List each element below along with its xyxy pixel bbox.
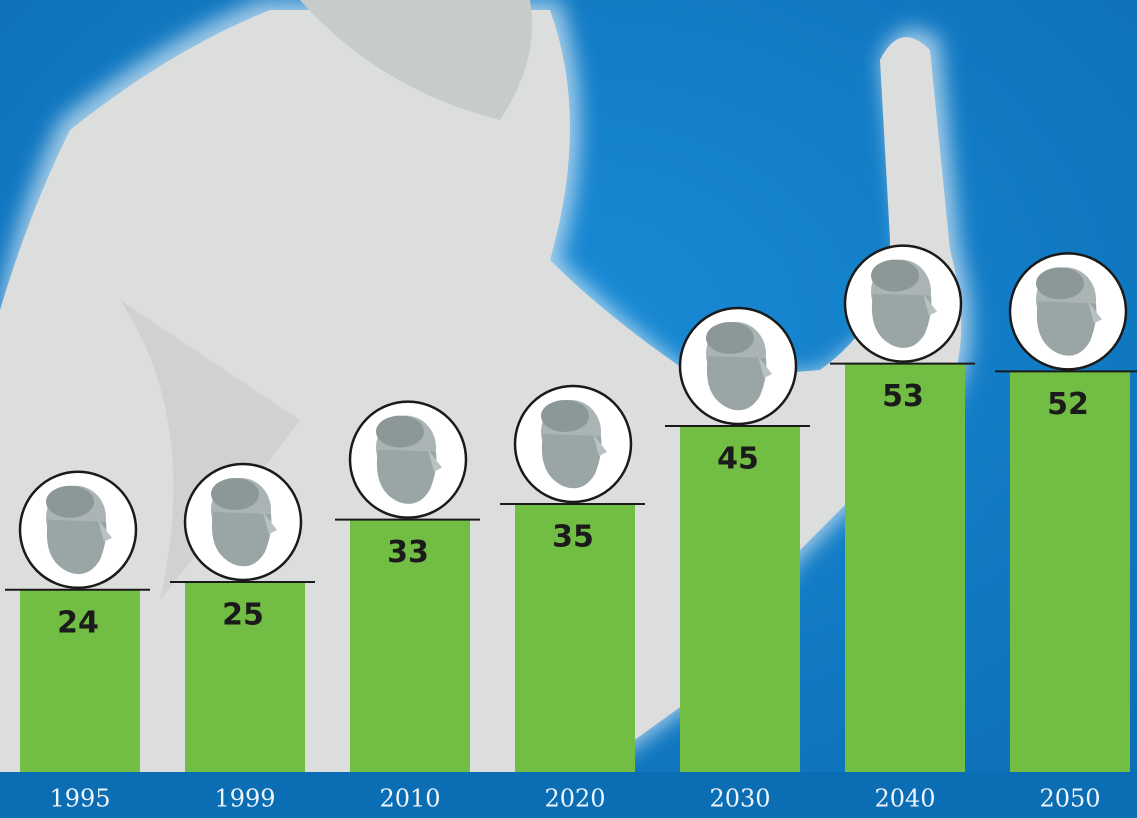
value-label: 35 xyxy=(552,520,594,555)
value-label: 25 xyxy=(222,598,264,633)
x-tick-label: 2040 xyxy=(874,785,935,813)
x-tick-label: 2050 xyxy=(1039,785,1100,813)
bar xyxy=(1010,371,1130,772)
x-tick-label: 2010 xyxy=(379,785,440,813)
x-tick-label: 2020 xyxy=(544,785,605,813)
value-label: 52 xyxy=(1047,387,1089,422)
x-tick-label: 1999 xyxy=(214,785,275,813)
value-label: 53 xyxy=(882,379,924,414)
bar xyxy=(680,426,800,772)
value-label: 24 xyxy=(57,605,99,640)
bar xyxy=(845,364,965,772)
value-label: 33 xyxy=(387,535,429,570)
x-tick-label: 1995 xyxy=(49,785,110,813)
value-label: 45 xyxy=(717,442,759,477)
chart: 24 1995 25 1999 33 2010 35 2020 45 2030 53 2040 52 20… xyxy=(0,0,1137,818)
x-tick-label: 2030 xyxy=(709,785,770,813)
page: {"chart_data": {"type": "bar", "categori… xyxy=(0,0,1137,818)
